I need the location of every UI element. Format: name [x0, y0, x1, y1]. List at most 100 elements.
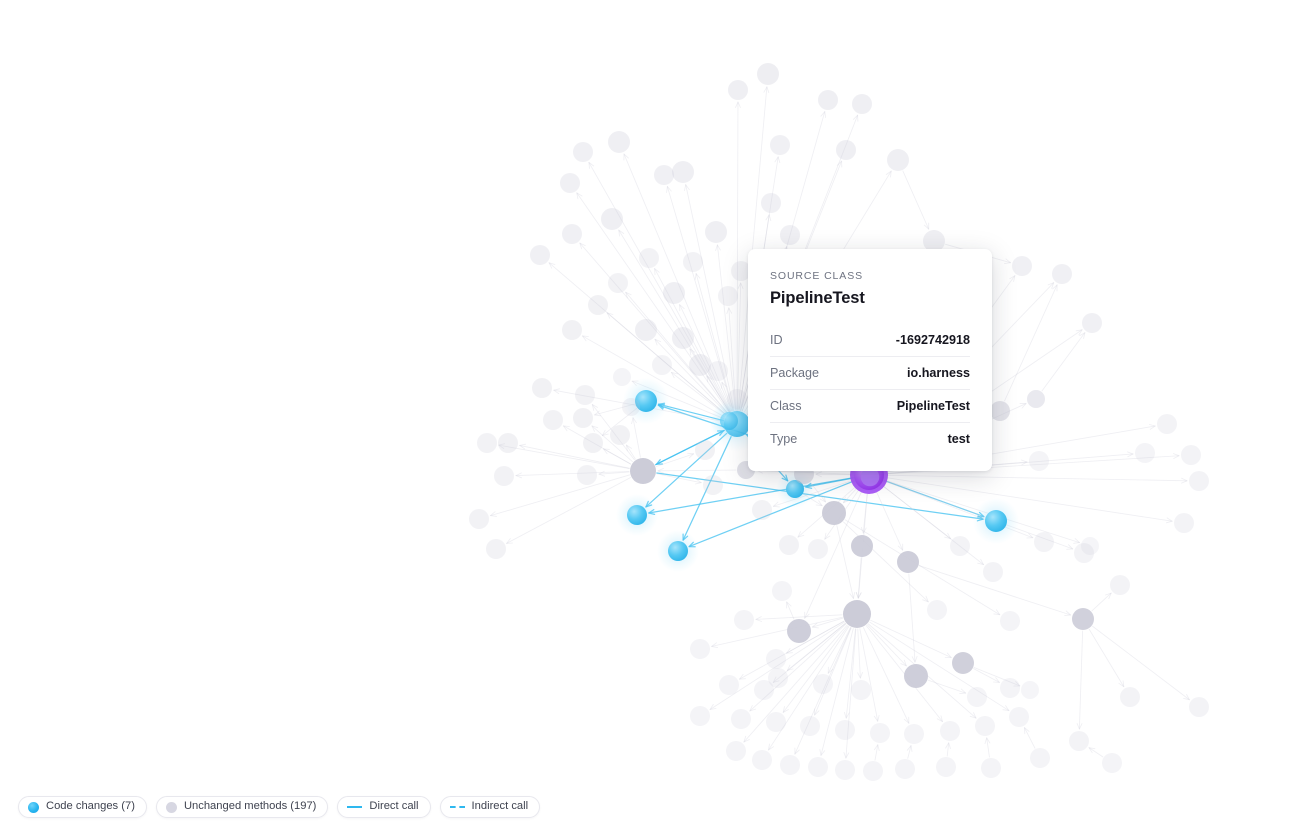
graph-node-unchanged[interactable] [690, 639, 710, 659]
graph-node-unchanged[interactable] [727, 389, 747, 409]
graph-node-unchanged[interactable] [800, 716, 820, 736]
graph-node-unchanged[interactable] [469, 509, 489, 529]
graph-node-unchanged[interactable] [950, 536, 970, 556]
graph-node-unchanged[interactable] [952, 652, 974, 674]
graph-node-changed[interactable] [657, 530, 699, 572]
graph-node-unchanged[interactable] [1157, 414, 1177, 434]
graph-node-unchanged[interactable] [498, 433, 518, 453]
graph-node-unchanged[interactable] [975, 716, 995, 736]
graph-node-unchanged[interactable] [895, 759, 915, 779]
graph-node-unchanged[interactable] [652, 355, 672, 375]
graph-node-unchanged[interactable] [754, 680, 774, 700]
graph-node-unchanged[interactable] [779, 535, 799, 555]
graph-node-unchanged[interactable] [494, 466, 514, 486]
graph-node-unchanged[interactable] [719, 675, 739, 695]
graph-node-unchanged[interactable] [851, 535, 873, 557]
graph-node-unchanged[interactable] [718, 286, 738, 306]
graph-node-unchanged[interactable] [690, 706, 710, 726]
graph-node-unchanged[interactable] [1110, 575, 1130, 595]
graph-node-unchanged[interactable] [836, 140, 856, 160]
graph-node-changed[interactable] [710, 402, 748, 440]
graph-node-unchanged[interactable] [601, 208, 623, 230]
graph-node-unchanged[interactable] [530, 245, 550, 265]
graph-node-unchanged[interactable] [768, 668, 788, 688]
graph-node-unchanged[interactable] [562, 224, 582, 244]
graph-node-unchanged[interactable] [1102, 753, 1122, 773]
graph-node-unchanged[interactable] [1082, 313, 1102, 333]
graph-node-unchanged[interactable] [1081, 537, 1099, 555]
graph-node-unchanged[interactable] [870, 723, 890, 743]
graph-node-unchanged[interactable] [562, 320, 582, 340]
graph-node-unchanged[interactable] [588, 295, 608, 315]
graph-node-unchanged[interactable] [761, 193, 781, 213]
graph-node-unchanged[interactable] [1034, 532, 1054, 552]
graph-node-layer[interactable] [469, 63, 1209, 781]
graph-node-unchanged[interactable] [770, 135, 790, 155]
graph-node-unchanged[interactable] [663, 282, 685, 304]
graph-node-changed[interactable] [616, 494, 658, 536]
graph-node-unchanged[interactable] [639, 248, 659, 268]
graph-node-unchanged[interactable] [1030, 748, 1050, 768]
graph-node-unchanged[interactable] [731, 709, 751, 729]
graph-node-unchanged[interactable] [695, 440, 715, 460]
graph-node-unchanged[interactable] [852, 94, 872, 114]
graph-node-unchanged[interactable] [1120, 687, 1140, 707]
graph-node-unchanged[interactable] [1135, 443, 1155, 463]
graph-node-unchanged[interactable] [728, 80, 748, 100]
graph-node-unchanged[interactable] [573, 408, 593, 428]
legend-item[interactable]: Direct call [337, 796, 431, 818]
graph-node-unchanged[interactable] [622, 398, 640, 416]
graph-node-unchanged[interactable] [904, 724, 924, 744]
graph-node-unchanged[interactable] [1000, 611, 1020, 631]
graph-node-unchanged[interactable] [672, 161, 694, 183]
graph-node-unchanged[interactable] [757, 63, 779, 85]
graph-node-unchanged[interactable] [752, 750, 772, 770]
graph-node-unchanged[interactable] [630, 458, 656, 484]
legend-item[interactable]: Unchanged methods (197) [155, 796, 329, 818]
graph-node-unchanged[interactable] [543, 410, 563, 430]
graph-node-unchanged[interactable] [708, 361, 728, 381]
graph-node-unchanged[interactable] [923, 230, 945, 252]
graph-node-changed[interactable] [972, 497, 1020, 545]
graph-node-unchanged[interactable] [813, 674, 833, 694]
graph-node-unchanged[interactable] [672, 327, 694, 349]
graph-node-unchanged[interactable] [477, 433, 497, 453]
graph-node-unchanged[interactable] [1189, 471, 1209, 491]
graph-node-unchanged[interactable] [560, 173, 580, 193]
graph-node-unchanged[interactable] [835, 760, 855, 780]
graph-node-unchanged[interactable] [1052, 264, 1072, 284]
legend-item[interactable]: Indirect call [439, 796, 541, 818]
graph-node-unchanged[interactable] [940, 721, 960, 741]
graph-node-unchanged[interactable] [610, 425, 630, 445]
graph-node-unchanged[interactable] [780, 755, 800, 775]
graph-node-unchanged[interactable] [573, 142, 593, 162]
graph-node-unchanged[interactable] [1027, 390, 1045, 408]
graph-node-unchanged[interactable] [734, 610, 754, 630]
graph-node-unchanged[interactable] [822, 501, 846, 525]
graph-node-unchanged[interactable] [967, 687, 987, 707]
graph-node-unchanged[interactable] [654, 165, 674, 185]
graph-node-unchanged[interactable] [1174, 513, 1194, 533]
graph-node-unchanged[interactable] [808, 539, 828, 559]
graph-node-unchanged[interactable] [575, 385, 595, 405]
graph-node-unchanged[interactable] [780, 225, 800, 245]
graph-node-unchanged[interactable] [1189, 697, 1209, 717]
graph-node-unchanged[interactable] [683, 252, 703, 272]
graph-node-unchanged[interactable] [766, 649, 786, 669]
graph-node-unchanged[interactable] [532, 378, 552, 398]
graph-node-unchanged[interactable] [990, 401, 1010, 421]
graph-node-unchanged[interactable] [1181, 445, 1201, 465]
graph-node-unchanged[interactable] [689, 354, 711, 376]
graph-node-unchanged[interactable] [577, 465, 597, 485]
graph-node-unchanged[interactable] [752, 500, 772, 520]
graph-node-unchanged[interactable] [863, 761, 883, 781]
graph-node-unchanged[interactable] [818, 90, 838, 110]
graph-node-unchanged[interactable] [1072, 608, 1094, 630]
graph-node-unchanged[interactable] [731, 261, 751, 281]
graph-node-unchanged[interactable] [843, 600, 871, 628]
legend-item[interactable]: Code changes (7) [18, 796, 147, 818]
graph-node-unchanged[interactable] [904, 664, 928, 688]
graph-node-unchanged[interactable] [887, 149, 909, 171]
graph-node-unchanged[interactable] [1029, 451, 1049, 471]
